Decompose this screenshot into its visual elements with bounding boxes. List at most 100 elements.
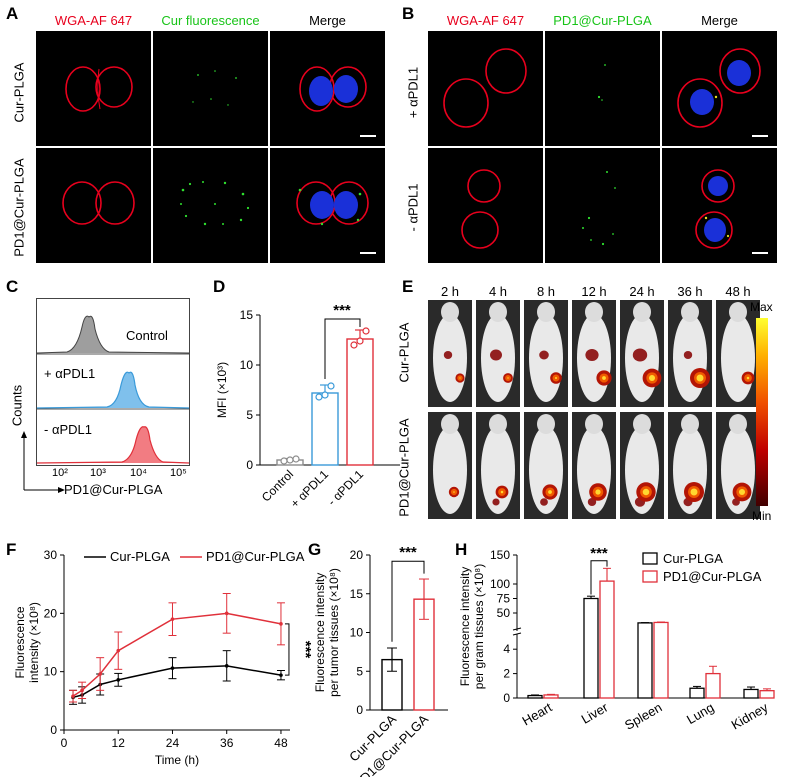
h-sig-stars: *** [590,545,608,562]
h-legend-swatch-0 [642,552,658,565]
h-category-label-3: Lung [684,700,717,727]
d-point [286,456,294,464]
f-ytick-label: 0 [50,723,57,737]
micrograph-a-cur-row1 [153,31,268,146]
g-ytick-label: 10 [350,626,364,640]
f-point [80,688,84,693]
panel-a-row-label-pd1-cur-plga: PD1@Cur-PLGA [11,158,27,257]
f-ytick-label: 10 [44,665,58,679]
panel-a-row-label-cur-plga: Cur-PLGA [11,62,27,123]
h-legend-swatch-1 [642,570,658,583]
flow-tick-1e5: 10⁵ [170,467,187,479]
micrograph-b-wga-row2 [428,148,543,263]
d-sig-stars: *** [333,302,351,319]
f-series-line-0 [72,665,282,699]
h-category-label-4: Kidney [729,699,771,732]
f-legend-label-0: Cur-PLGA [110,549,170,564]
timepoint-label-6: 48 h [725,284,751,299]
scale-max-label: Max [750,300,773,314]
g-y-label-1: Fluorescence intensity [313,573,327,692]
mouse-image-row2-5 [668,412,712,519]
h-axis-break [512,632,522,636]
f-xtick-label: 12 [112,736,126,750]
micrograph-a-wga-row1 [36,31,151,146]
flow-tick-1e4: 10⁴ [130,467,147,479]
d-point [362,327,370,335]
h-category-label-0: Heart [519,699,554,728]
chart-g-tumor: 0 5 10 15 20 Fluorescence intensity per tumor … [313,545,448,777]
micrograph-a-wga-row2 [36,148,151,263]
h-bar-kidney-1 [759,690,775,699]
f-y-label-1: Fluorescence [13,606,27,678]
panel-label-g: G [308,540,322,559]
mouse-image-row1-6 [716,300,760,407]
f-point [98,672,102,676]
d-point [292,455,300,463]
panel-label-h: H [455,540,468,559]
h-bar-lung-1 [705,672,721,699]
h-category-label-1: Liver [579,699,611,726]
d-point [315,393,323,401]
g-ytick-label: 20 [350,548,364,562]
d-point [321,391,329,399]
d-bar-1 [311,392,339,466]
panel-label-e: E [402,277,414,296]
d-category-label-1: + αPDL1 [288,467,332,510]
d-y-label: MFI (×10³) [215,362,229,418]
intensity-color-scale [756,318,768,506]
micrograph-b-wga-row1 [428,31,543,146]
panel-label-d: D [213,277,226,296]
panel-a-header-wga: WGA-AF 647 [54,13,133,28]
mouse-image-row2-2 [524,412,568,519]
mouse-image-row1-5 [668,300,712,407]
timepoint-label-4: 24 h [629,284,655,299]
panel-label-b: B [402,4,415,23]
mouse-image-row2-4 [620,412,664,519]
d-ytick-label: 15 [240,308,254,322]
flow-peak-control [37,315,189,354]
flow-peak-minus-apdl1 [37,426,189,464]
h-bar-lung-0 [689,687,705,699]
f-point [279,673,283,677]
h-bar-liver-1 [599,580,615,699]
flow-peak-plus-apdl1 [37,371,189,409]
h-bar-heart-0 [527,694,543,699]
flow-axis-arrows [21,431,65,493]
g-ytick-label: 0 [356,703,363,717]
f-point [224,664,229,668]
micrograph-b-pd1-row1 [545,31,660,146]
timepoint-label-1: 4 h [488,284,508,299]
h-ytick-label: 4 [503,642,510,656]
mouse-image-row2-1 [476,412,520,519]
g-sig-bracket [391,560,425,642]
chart-f-time-course: 0 10 20 30 0 12 24 36 48 Time (h) Fluorescence inte… [13,548,312,767]
panel-b-header-wga: WGA-AF 647 [446,13,525,28]
h-bar-liver-0 [583,597,599,699]
d-ytick-label: 10 [240,358,254,372]
h-ytick-label: 2 [503,667,510,681]
h-axis-break [512,627,522,631]
f-xtick-label: 36 [220,736,234,750]
f-point [279,622,283,626]
panel-b-header-merge: Merge [701,13,738,28]
h-y-label-2: per gram tissues (×10⁸) [472,564,486,689]
flow-tick-1e3: 10³ [90,467,106,479]
f-legend-label-1: PD1@Cur-PLGA [206,549,305,564]
timepoint-label-2: 8 h [536,284,556,299]
mouse-image-row1-3 [572,300,616,407]
panel-b-row-label-plus: + αPDL1 [405,66,421,119]
flow-label-plus: + αPDL1 [44,366,96,381]
h-bar-spleen-1 [653,621,669,699]
mouse-image-row1-2 [524,300,568,407]
mouse-image-row2-6 [716,412,760,519]
h-category-label-2: Spleen [622,700,665,733]
mouse-image-row1-1 [476,300,520,407]
panel-label-a: A [6,4,19,23]
micrograph-a-merge-row2 [270,148,385,263]
flow-x-label: PD1@Cur-PLGA [64,482,163,497]
f-x-label: Time (h) [155,753,199,767]
mouse-image-row2-0 [428,412,472,519]
micrograph-b-merge-row2 [662,148,777,263]
d-point [327,382,335,390]
